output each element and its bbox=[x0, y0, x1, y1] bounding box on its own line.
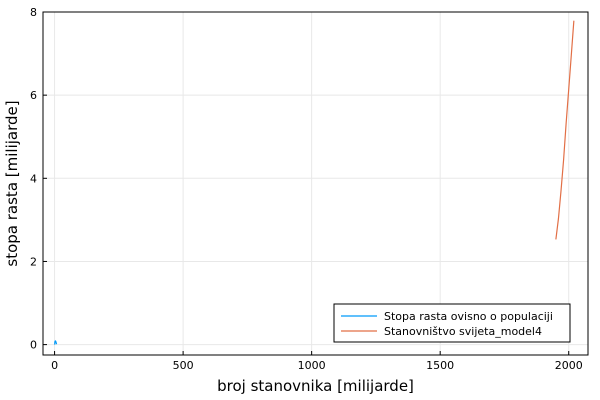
axes: 0 500 1000 1500 2000 0 2 4 6 8 bbox=[30, 6, 583, 372]
x-axis-title: broj stanovnika [milijarde] bbox=[217, 377, 414, 395]
legend: Stopa rasta ovisno o populaciji Stanovni… bbox=[333, 303, 571, 343]
x-tick-label: 1000 bbox=[298, 359, 326, 372]
y-tick-label: 2 bbox=[30, 255, 37, 268]
series-line-1 bbox=[54, 340, 58, 345]
y-tick-label: 8 bbox=[30, 6, 37, 19]
plot-frame bbox=[42, 11, 589, 356]
y-axis-title: stopa rasta [milijarde] bbox=[3, 100, 21, 266]
x-tick-label: 0 bbox=[51, 359, 58, 372]
legend-box bbox=[333, 303, 571, 343]
y-tick-label: 6 bbox=[30, 89, 37, 102]
y-tick-label: 4 bbox=[30, 172, 37, 185]
x-tick-label: 1500 bbox=[426, 359, 454, 372]
legend-label-series-1: Stopa rasta ovisno o populaciji bbox=[384, 310, 553, 323]
x-tick-label: 2000 bbox=[555, 359, 583, 372]
series-line-2 bbox=[555, 20, 575, 240]
x-tick-label: 500 bbox=[173, 359, 194, 372]
legend-label-series-2: Stanovništvo svijeta_model4 bbox=[384, 325, 542, 338]
y-tick-label: 0 bbox=[30, 339, 37, 352]
plot-series bbox=[54, 20, 575, 345]
